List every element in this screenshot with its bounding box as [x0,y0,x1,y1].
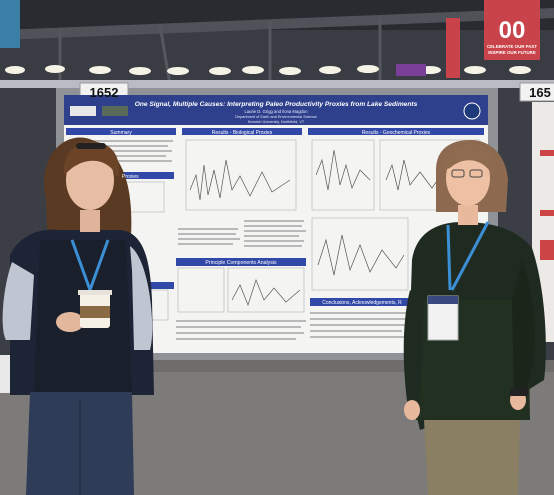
purple-sign [396,64,426,76]
wristwatch [510,388,528,396]
section-pca: Principle Components Analysis [205,260,277,266]
section-proxies: Proxies [122,174,139,180]
banner-line1: CELEBRATE OUR PAST [487,44,537,49]
poster-institution: Norwich University, Northfield, VT [248,120,305,124]
poster-authors: Laurie D. Grigg and Ilona Magdon [244,109,308,114]
booth-top-rail [60,80,498,90]
anniversary-banner [484,0,540,60]
poster-header [64,95,488,125]
blue-sign [0,0,20,48]
banner-number: 00 [499,17,526,44]
booth-number-left-text: 1652 [90,85,119,100]
booth-number-right [519,82,554,102]
poster-title: One Signal, Multiple Causes: Interpretin… [135,101,418,108]
section-geo: Results - Geochemical Proxies [362,130,431,136]
poster-department: Department of Earth and Environmental Sc… [235,115,316,119]
banner-line2: INSPIRE OUR FUTURE [488,50,536,55]
section-summary: Summary [110,130,132,136]
person-right [403,140,546,495]
section-conclusions: Conclusions, Acknowledgements, R [322,300,402,306]
person-left [2,137,154,495]
booth-number-right-text: 165 [529,85,551,100]
section-bio: Results - Biological Proxies [212,130,273,136]
poster-figures [123,139,481,321]
